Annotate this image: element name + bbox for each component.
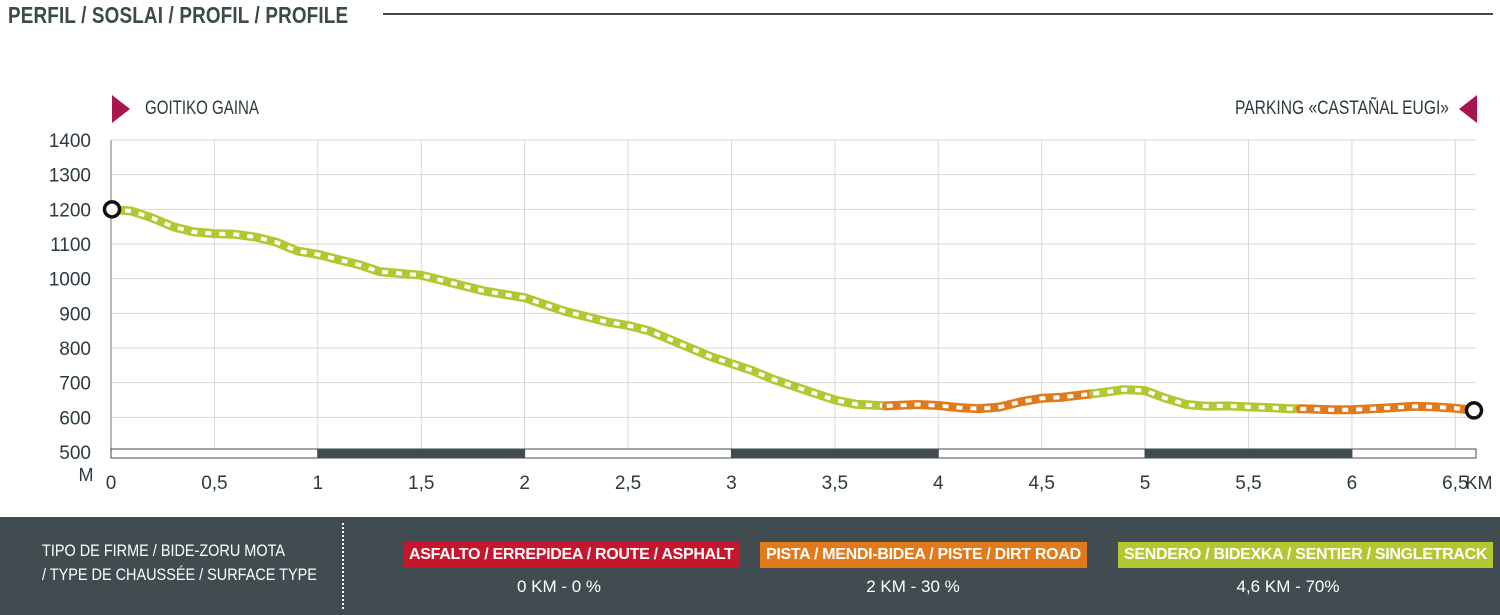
x-tick-label: 1: [313, 473, 324, 494]
surface-legend: TIPO DE FIRME / BIDE-ZORU MOTA / TYPE DE…: [0, 517, 1500, 615]
y-tick-label: 1000: [49, 270, 91, 291]
km-scale-segment: [1144, 448, 1353, 459]
y-tick-label: 500: [59, 443, 91, 464]
legend-divider: [342, 523, 344, 609]
km-scale-segment: [1351, 448, 1477, 459]
y-tick-label: 900: [59, 304, 91, 325]
x-tick-label: 0: [106, 473, 117, 494]
x-tick-label: 0,5: [201, 473, 227, 494]
legend-item-dirt-road: PISTA / MENDI-BIDEA / PISTE / DIRT ROAD …: [760, 542, 1087, 597]
grid: [110, 139, 1476, 452]
dirt-road-badge: PISTA / MENDI-BIDEA / PISTE / DIRT ROAD: [760, 542, 1087, 568]
profile-segment-dashes: [886, 391, 1094, 411]
y-tick-label: 800: [59, 339, 91, 360]
y-tick-label: 1300: [49, 166, 91, 187]
km-scale-segment: [730, 448, 939, 459]
x-tick-label: 6,5: [1442, 473, 1468, 494]
profile-segment-sendero: [1088, 385, 1305, 414]
y-axis-unit: M: [79, 465, 94, 485]
asphalt-stat: 0 KM - 0 %: [516, 577, 602, 596]
x-tick-label: 6: [1347, 473, 1358, 494]
start-label: GOITIKO GAINA: [145, 98, 259, 119]
km-scale-segment: [317, 448, 526, 459]
start-flag-icon: [112, 95, 130, 123]
y-tick-label: 1100: [50, 235, 91, 256]
y-tick-label: 1200: [49, 200, 91, 221]
profile-segment-dashes: [1300, 404, 1477, 413]
page-title: PERFIL / SOSLAI / PROFIL / PROFILE: [8, 2, 349, 28]
x-tick-label: 2: [519, 473, 530, 494]
asphalt-badge: ASFALTO / ERREPIDEA / ROUTE / ASPHALT: [403, 542, 740, 568]
y-tick-label: 700: [59, 374, 91, 395]
km-scale-segment: [937, 448, 1146, 459]
surface-type-title-line1: TIPO DE FIRME / BIDE-ZORU MOTA: [42, 541, 285, 560]
x-tick-label: 4,5: [1028, 473, 1054, 494]
legend-item-asphalt: ASFALTO / ERREPIDEA / ROUTE / ASPHALT 0 …: [403, 542, 740, 597]
profile-line: [102, 200, 1484, 420]
x-axis-unit: KM: [1466, 473, 1493, 493]
profile-segment-sendero: [106, 204, 892, 411]
start-point-icon: [102, 200, 122, 219]
surface-type-title: TIPO DE FIRME / BIDE-ZORU MOTA / TYPE DE…: [42, 539, 317, 587]
x-tick-label: 2,5: [615, 473, 641, 494]
end-point-icon: [1464, 401, 1484, 420]
y-tick-label: 1400: [49, 131, 91, 152]
x-tick-label: 5,5: [1235, 473, 1261, 494]
header: PERFIL / SOSLAI / PROFIL / PROFILE: [8, 0, 1493, 32]
profile-segment-dashes: [110, 207, 887, 408]
end-label: PARKING «CASTAÑAL EUGI»: [1235, 97, 1449, 119]
y-tick-label: 600: [59, 408, 91, 429]
start-point-marker: GOITIKO GAINA: [112, 95, 259, 123]
elevation-profile-chart: 500 600 700 800 900 1000 1100 1200 1300 1400 0 0,5 1…: [49, 95, 1493, 494]
km-scale-bar: [110, 448, 1477, 459]
title-rule: [383, 13, 1493, 15]
end-flag-icon: [1459, 95, 1477, 123]
legend-item-singletrack: SENDERO / BIDEXKA / SENTIER / SINGLETRAC…: [1118, 542, 1494, 597]
x-tick-label: 3,5: [822, 473, 848, 494]
singletrack-badge: SENDERO / BIDEXKA / SENTIER / SINGLETRAC…: [1118, 542, 1494, 568]
km-scale-segment: [524, 448, 732, 459]
x-tick-label: 5: [1140, 473, 1151, 494]
tick-labels: 500 600 700 800 900 1000 1100 1200 1300 1400 0 0,5 1…: [49, 131, 1469, 494]
x-tick-label: 4: [933, 473, 944, 494]
singletrack-stat: 4,6 KM - 70%: [1236, 577, 1340, 596]
x-tick-label: 1,5: [408, 473, 434, 494]
x-tick-label: 3: [726, 473, 737, 494]
end-point-marker: PARKING «CASTAÑAL EUGI»: [1235, 95, 1477, 123]
surface-type-title-line2: / TYPE DE CHAUSSÉE / SURFACE TYPE: [42, 565, 317, 584]
km-scale-segment: [110, 448, 319, 459]
dirt-road-stat: 2 KM - 30 %: [866, 577, 960, 596]
